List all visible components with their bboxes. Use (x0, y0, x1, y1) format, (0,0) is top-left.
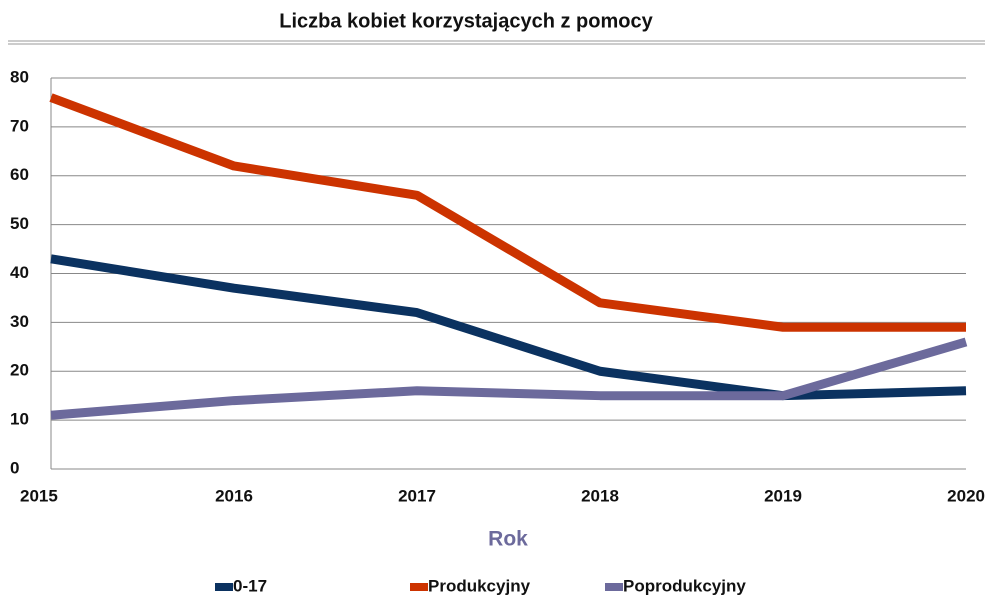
x-axis-label: Rok (488, 528, 528, 551)
legend-label: 0-17 (233, 576, 267, 595)
y-tick-label: 30 (10, 312, 29, 331)
y-tick-label: 80 (10, 67, 29, 86)
x-tick-label: 2020 (947, 486, 985, 505)
x-tick-label: 2016 (215, 486, 253, 505)
legend-label: Produkcyjny (428, 576, 531, 595)
x-tick-label: 2015 (20, 486, 58, 505)
y-tick-label: 0 (10, 458, 19, 477)
series-line (50, 337, 968, 420)
legend-label: Poprodukcyjny (623, 576, 746, 595)
y-tick-label: 40 (10, 263, 29, 282)
y-tick-label: 10 (10, 410, 29, 429)
chart-title: Liczba kobiet korzystających z pomocy (279, 10, 653, 32)
x-tick-label: 2019 (764, 486, 802, 505)
y-tick-label: 70 (10, 116, 29, 135)
series-line (50, 254, 967, 401)
x-tick-label: 2017 (398, 486, 436, 505)
y-tick-label: 20 (10, 361, 29, 380)
x-tick-label: 2018 (581, 486, 619, 505)
y-tick-label: 60 (10, 165, 29, 184)
series-line (49, 93, 966, 332)
y-tick-label: 50 (10, 214, 29, 233)
